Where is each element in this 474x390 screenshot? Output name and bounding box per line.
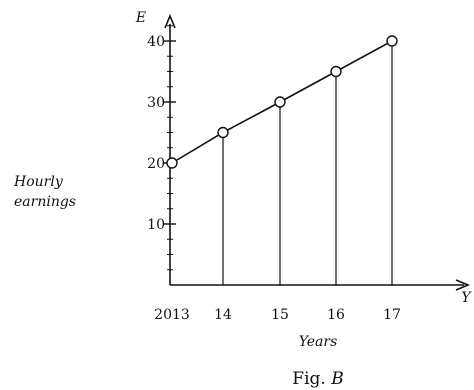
x-tick-label: 15	[271, 307, 289, 323]
y-axis-letter: E	[135, 10, 146, 26]
data-point	[386, 35, 398, 47]
figure-caption-prefix: Fig.	[292, 369, 331, 389]
data-point	[274, 96, 286, 108]
x-axis-arrow	[455, 279, 471, 291]
data-point	[166, 157, 178, 169]
y-tick-label: 20	[147, 156, 165, 172]
y-axis-label-line-2: earnings	[14, 194, 76, 210]
x-axis-label: Years	[299, 334, 338, 350]
x-tick-label: 17	[383, 307, 401, 323]
y-tick-label: 40	[147, 34, 165, 50]
x-tick-label: 2013	[154, 307, 190, 323]
y-tick-label: 30	[147, 95, 165, 111]
chart-labels: E Y Hourly earnings Years Fig. B	[13, 10, 472, 389]
point-markers	[166, 35, 398, 169]
drop-lines	[222, 41, 393, 285]
figure-caption: Fig. B	[292, 369, 343, 389]
y-axis-label-line-1: Hourly	[13, 174, 64, 190]
y-axis-arrow	[164, 13, 176, 29]
x-tick-label: 14	[214, 307, 232, 323]
data-point	[330, 65, 342, 78]
y-tick-label: 10	[147, 217, 165, 233]
x-tick-label: 16	[327, 307, 345, 323]
figure-caption-letter: B	[330, 369, 344, 389]
data-point	[217, 126, 229, 139]
axes: 10 20 30 40 2013 14 15 16 17	[147, 13, 471, 323]
x-axis-letter: Y	[461, 290, 472, 306]
